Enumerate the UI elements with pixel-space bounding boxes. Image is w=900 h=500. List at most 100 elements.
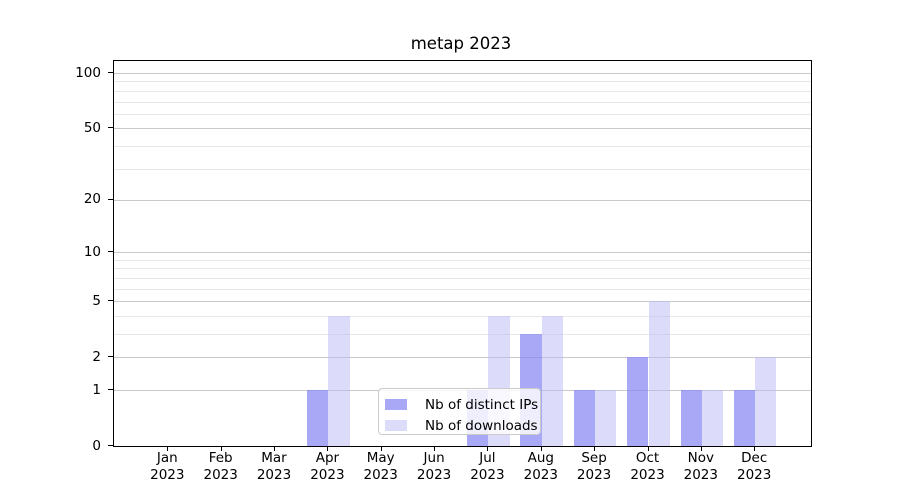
x-tick-label-line: Apr — [315, 450, 340, 466]
x-axis-tick — [434, 446, 436, 451]
minor-gridline — [113, 277, 811, 279]
y-axis-tick — [107, 300, 113, 302]
major-gridline — [113, 73, 811, 74]
y-tick-label: 50 — [83, 119, 101, 136]
y-axis-tick — [107, 389, 113, 390]
major-gridline — [113, 301, 811, 303]
x-tick-label-line: Oct — [635, 450, 660, 466]
legend-swatch-downloads — [385, 420, 407, 431]
x-tick-label-line: Jul — [479, 450, 496, 466]
x-tick-label-line: 2023 — [416, 466, 452, 483]
y-axis-tick — [107, 356, 113, 358]
x-axis-tick — [220, 446, 222, 451]
y-tick-label: 100 — [75, 64, 101, 81]
minor-gridline — [113, 315, 811, 317]
x-tick-label: Mar 2023 — [257, 450, 291, 483]
bar-distinct-ips — [307, 390, 329, 446]
major-gridline — [113, 128, 811, 130]
x-tick-label: Apr 2023 — [310, 450, 344, 483]
y-tick-label: 10 — [83, 243, 101, 260]
minor-gridline — [113, 334, 811, 335]
x-axis-tick — [327, 446, 329, 451]
x-axis-tick — [594, 446, 596, 451]
legend-label: Nb of distinct IPs — [425, 396, 539, 413]
x-tick-label-line: Sep — [581, 450, 607, 466]
y-axis-tick — [107, 445, 113, 446]
x-axis-tick — [540, 446, 542, 451]
bar-distinct-ips — [680, 390, 702, 446]
x-axis-tick — [487, 446, 489, 451]
minor-gridline — [113, 113, 811, 115]
x-tick-label-line: May — [366, 450, 395, 466]
x-axis-tick — [167, 446, 169, 451]
bar-distinct-ips — [627, 357, 649, 446]
x-tick-label: Dec 2023 — [737, 450, 771, 483]
x-tick-label: Feb 2023 — [204, 450, 238, 483]
x-tick-label-line: Aug — [527, 450, 554, 466]
x-tick-label: Jun 2023 — [417, 450, 451, 483]
x-tick-label-line: 2023 — [363, 466, 398, 483]
x-tick-label-line: 2023 — [203, 466, 238, 483]
major-gridline — [113, 199, 811, 201]
x-tick-label-line: 2023 — [470, 466, 505, 483]
x-tick-label-line: 2023 — [310, 466, 345, 483]
x-tick-label-line: 2023 — [737, 466, 772, 483]
minor-gridline — [113, 101, 811, 103]
bar-downloads — [595, 390, 617, 446]
legend-swatch-distinct-ips — [385, 399, 407, 410]
minor-gridline — [113, 288, 811, 290]
x-tick-label-line: Feb — [208, 450, 233, 466]
bar-downloads — [328, 315, 350, 446]
y-tick-label: 5 — [92, 292, 101, 309]
y-tick-label: 2 — [92, 348, 101, 365]
x-tick-label-line: 2023 — [630, 466, 665, 483]
minor-gridline — [113, 168, 811, 170]
bar-downloads — [701, 390, 724, 446]
x-axis-tick — [647, 446, 649, 451]
legend-item: Nb of distinct IPs — [379, 394, 540, 415]
x-tick-label-line: Jun — [423, 450, 445, 466]
x-tick-label: Nov 2023 — [684, 450, 718, 483]
y-tick-label: 0 — [92, 437, 101, 454]
bar-downloads — [541, 315, 564, 446]
legend-item: Nb of downloads — [379, 415, 540, 436]
y-axis-tick — [107, 251, 113, 253]
x-tick-label-line: Dec — [741, 450, 768, 466]
x-axis-tick — [754, 446, 756, 451]
x-tick-label-line: 2023 — [523, 466, 558, 483]
x-tick-label-line: 2023 — [150, 466, 185, 483]
x-tick-label-line: 2023 — [576, 466, 612, 483]
x-tick-label-line: Jan — [156, 450, 178, 466]
x-axis-tick — [700, 446, 702, 451]
chart-title: metap 2023 — [410, 34, 512, 53]
y-tick-label: 20 — [83, 191, 101, 208]
x-tick-label: Jan 2023 — [150, 450, 184, 483]
minor-gridline — [113, 145, 811, 147]
minor-gridline — [113, 268, 811, 270]
minor-gridline — [113, 90, 811, 92]
y-axis-tick — [107, 72, 113, 73]
x-tick-label: Aug 2023 — [524, 450, 558, 483]
x-tick-label-line: 2023 — [256, 466, 292, 483]
y-axis-tick — [107, 127, 113, 129]
bar-downloads — [648, 301, 670, 446]
major-gridline — [113, 357, 811, 359]
x-tick-label: Oct 2023 — [630, 450, 664, 483]
major-gridline — [113, 252, 811, 254]
y-axis-tick — [107, 198, 113, 200]
minor-gridline — [113, 81, 811, 83]
bar-distinct-ips — [573, 390, 596, 446]
bar-distinct-ips — [733, 390, 756, 446]
x-axis-tick — [274, 446, 275, 451]
y-tick-label: 1 — [92, 381, 101, 398]
bar-downloads — [755, 357, 777, 446]
legend-label: Nb of downloads — [425, 417, 538, 434]
x-tick-label-line: Nov — [687, 450, 714, 466]
legend: Nb of distinct IPs Nb of downloads — [378, 388, 541, 435]
x-tick-label: May 2023 — [364, 450, 398, 483]
x-tick-label-line: Mar — [261, 450, 287, 466]
x-tick-label: Sep 2023 — [577, 450, 611, 483]
x-axis-tick — [380, 446, 382, 451]
minor-gridline — [113, 259, 811, 261]
